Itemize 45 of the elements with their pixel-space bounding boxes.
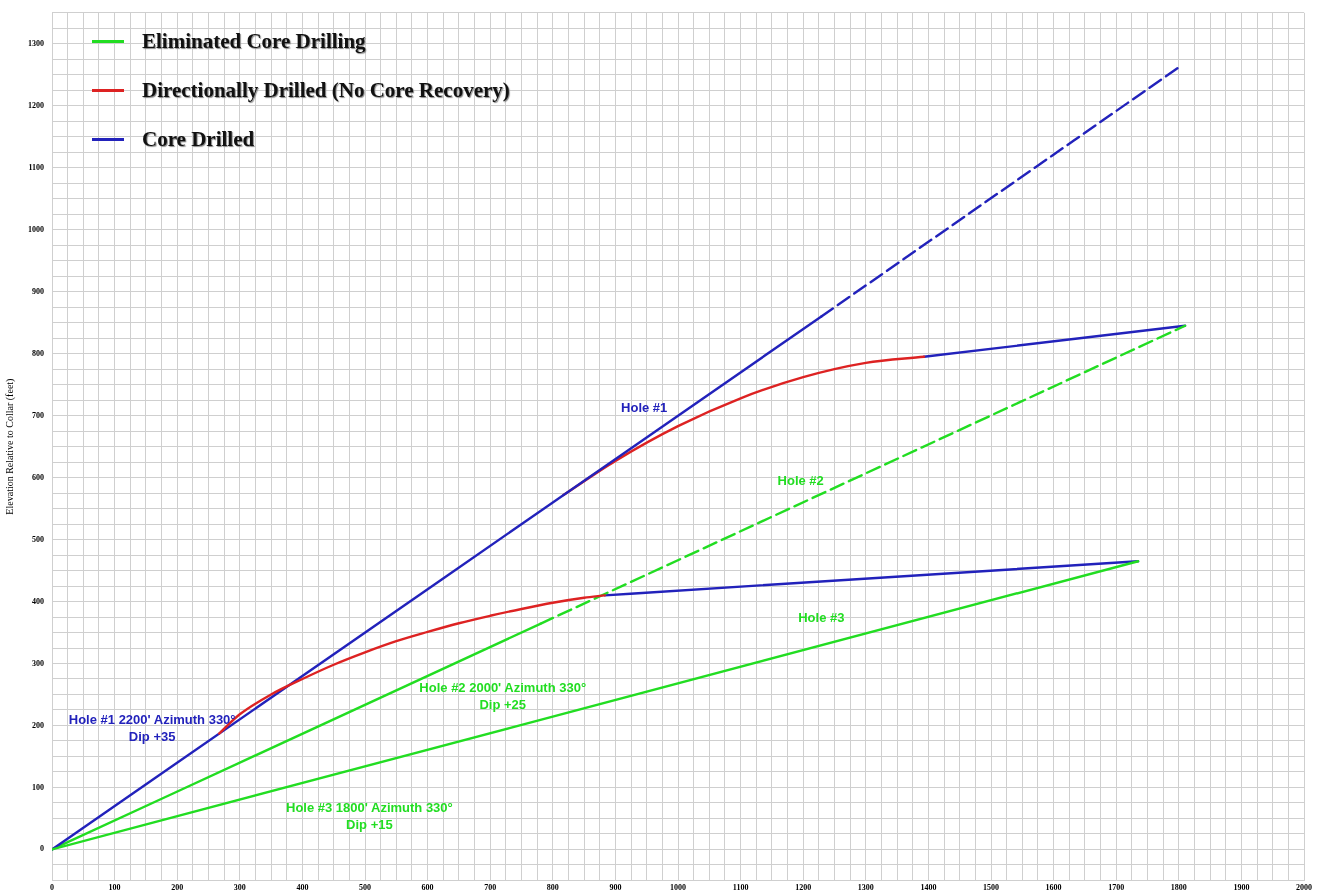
x-tick-label: 100 xyxy=(108,883,121,893)
x-tick-label: 300 xyxy=(233,883,246,893)
annotation: Hole #2 xyxy=(777,472,824,488)
annotation: Hole #1 2200' Azimuth 330° Dip +35 xyxy=(68,711,236,744)
x-tick-label: 1100 xyxy=(732,883,749,893)
x-tick-label: 1400 xyxy=(920,883,937,893)
x-tick-label: 2000 xyxy=(1296,883,1312,893)
y-tick-label: 500 xyxy=(32,534,44,544)
y-tick-label: 100 xyxy=(32,782,44,792)
x-tick-label: 1000 xyxy=(670,883,686,893)
annotation: Hole #3 1800' Azimuth 330° Dip +15 xyxy=(286,799,453,832)
x-tick-label: 1600 xyxy=(1045,883,1062,893)
x-tick-label: 400 xyxy=(296,883,309,893)
y-tick-label: 1300 xyxy=(28,38,44,48)
y-tick-label: 800 xyxy=(32,348,44,358)
x-tick-label: 1700 xyxy=(1108,883,1125,893)
x-tick-label: 1200 xyxy=(795,883,812,893)
y-tick-label: 700 xyxy=(32,410,44,420)
x-tick-label: 1800 xyxy=(1170,883,1187,893)
x-tick-label: 900 xyxy=(609,883,622,893)
y-tick-label: 900 xyxy=(32,286,44,296)
x-tick-label: 500 xyxy=(359,883,371,893)
y-axis-title: Elevation Relative to Collar (feet) xyxy=(3,378,16,515)
legend-label: Eliminated Core Drilling xyxy=(142,28,366,54)
y-tick-label: 1000 xyxy=(28,224,44,234)
legend-label: Core Drilled xyxy=(142,126,255,152)
annotation: Hole #1 xyxy=(621,400,668,415)
x-tick-label: 1300 xyxy=(857,883,874,893)
legend-label: Directionally Drilled (No Core Recovery) xyxy=(142,77,510,103)
x-tick-label: 700 xyxy=(484,883,497,893)
x-tick-label: 1500 xyxy=(983,883,999,893)
y-tick-label: 600 xyxy=(32,472,44,482)
y-tick-label: 0 xyxy=(40,844,44,854)
x-tick-label: 200 xyxy=(171,883,184,893)
annotation: Hole #2 2000' Azimuth 330° Dip +25 xyxy=(419,679,587,712)
x-tick-label: 800 xyxy=(546,883,559,893)
x-tick-label: 0 xyxy=(50,883,54,893)
y-tick-label: 1100 xyxy=(28,162,44,172)
y-tick-label: 400 xyxy=(32,596,44,606)
y-tick-label: 1200 xyxy=(28,100,44,110)
y-tick-label: 200 xyxy=(32,720,44,730)
y-tick-label: 300 xyxy=(32,658,44,668)
annotation: Hole #3 xyxy=(798,609,845,625)
x-tick-label: 1900 xyxy=(1233,883,1250,893)
x-tick-label: 600 xyxy=(421,883,434,893)
